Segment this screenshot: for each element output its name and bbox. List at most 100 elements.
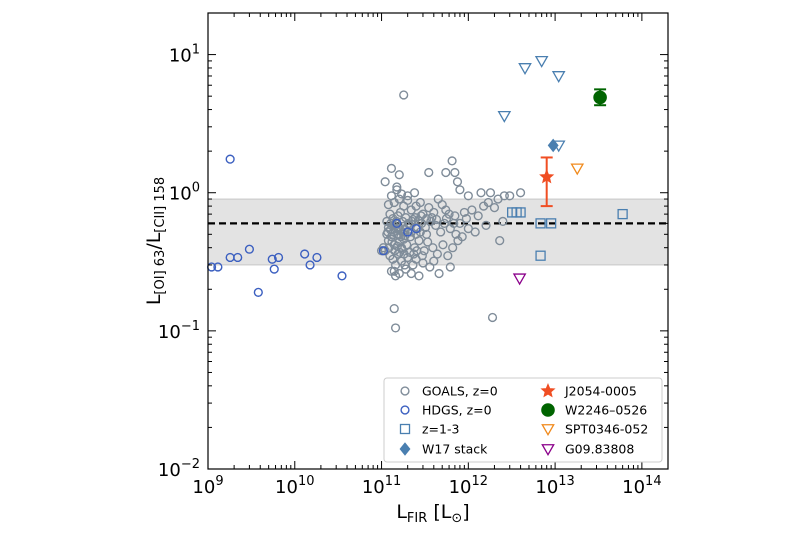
data-point — [551, 140, 566, 153]
data-point — [495, 236, 505, 246]
series-3 — [547, 138, 559, 153]
legend: GOALS, z=0 HDGS, z=0 z=1-3 W17 stack J2054-0… — [383, 377, 663, 463]
legend-marker — [400, 386, 410, 396]
data-point — [512, 273, 527, 286]
plot-frame — [207, 12, 669, 470]
data-point — [489, 203, 500, 213]
data-point — [497, 110, 512, 123]
data-point — [483, 197, 493, 208]
data-point — [244, 244, 255, 254]
scatter-points-layer — [206, 55, 628, 333]
data-point — [390, 323, 401, 333]
data-point — [409, 188, 420, 198]
data-point — [450, 167, 460, 178]
data-point — [397, 244, 407, 254]
data-point — [428, 243, 438, 253]
data-point — [405, 232, 415, 242]
x-tick-label: 109 — [192, 474, 223, 498]
legend-marker — [540, 383, 556, 398]
legend-item: J2054-0005 — [540, 383, 637, 399]
y-axis-title: L[OI] 63/L[CII] 158 — [143, 177, 168, 305]
data-point — [267, 254, 277, 264]
data-point — [617, 208, 628, 220]
data-point — [443, 251, 453, 261]
legend-item: SPT0346-052 — [541, 422, 648, 437]
data-point — [269, 264, 279, 274]
axis-ticks — [207, 12, 669, 470]
series-6 — [570, 163, 585, 176]
reference-band — [207, 198, 669, 266]
data-point — [436, 227, 446, 237]
data-point — [386, 163, 397, 173]
data-point — [225, 154, 235, 164]
data-point — [394, 170, 404, 180]
data-point — [545, 218, 557, 229]
data-point — [535, 250, 546, 261]
legend-label: SPT0346-052 — [565, 422, 648, 437]
data-point — [444, 209, 454, 219]
x-axis-title: LFIR [L⊙] — [396, 501, 469, 526]
data-point — [273, 252, 284, 263]
legend-label: W2246–0526 — [565, 403, 647, 418]
legend-item: G09.83808 — [541, 442, 634, 457]
legend-label: W17 stack — [422, 442, 488, 457]
data-point — [388, 254, 398, 264]
data-point — [416, 211, 426, 221]
data-point — [392, 241, 402, 251]
series-7 — [512, 273, 527, 286]
legend-marker — [399, 442, 411, 456]
series-8 — [497, 55, 566, 153]
data-point — [399, 249, 409, 259]
data-point — [403, 195, 413, 205]
data-point — [518, 63, 532, 75]
data-point — [463, 191, 473, 201]
data-point — [300, 249, 310, 259]
data-point — [453, 236, 463, 246]
data-point — [392, 218, 402, 228]
data-point — [312, 252, 322, 263]
data-point — [412, 246, 422, 256]
x-tick-label: 1014 — [622, 474, 661, 498]
data-point — [392, 182, 402, 192]
data-point — [499, 191, 509, 201]
data-point — [396, 189, 407, 199]
scatter-band-layer — [207, 198, 669, 266]
data-point — [383, 200, 394, 210]
data-point — [305, 260, 315, 270]
legend-item: W17 stack — [399, 442, 488, 457]
legend-item: HDGS, z=0 — [400, 403, 492, 418]
data-point — [410, 213, 420, 223]
data-point — [337, 271, 347, 281]
legend-marker — [541, 424, 555, 437]
series-2 — [507, 207, 628, 261]
data-point — [438, 240, 448, 250]
x-tick-label: 1011 — [362, 474, 401, 498]
x-tick-label: 1013 — [535, 474, 574, 498]
data-point — [385, 225, 396, 235]
data-point — [441, 167, 451, 178]
data-point — [481, 220, 491, 231]
data-point — [378, 246, 388, 256]
data-point — [445, 262, 455, 272]
data-point — [434, 268, 444, 279]
data-point — [431, 214, 442, 225]
data-point — [401, 264, 411, 274]
data-point — [467, 205, 477, 215]
x-tick-label: 1012 — [449, 474, 488, 498]
data-point — [505, 191, 515, 201]
legend-item: W2246–0526 — [541, 403, 647, 418]
data-point — [441, 213, 452, 224]
legend-item: z=1-3 — [399, 422, 459, 437]
data-point — [473, 211, 483, 221]
data-point — [213, 262, 223, 272]
data-point — [421, 213, 432, 224]
data-point — [431, 220, 441, 231]
data-point — [406, 268, 416, 279]
data-point — [421, 229, 432, 239]
data-point — [534, 55, 549, 68]
data-point — [447, 156, 457, 166]
legend-marker — [399, 423, 411, 435]
data-point — [515, 207, 526, 218]
y-tick-label: 101 — [169, 43, 200, 67]
